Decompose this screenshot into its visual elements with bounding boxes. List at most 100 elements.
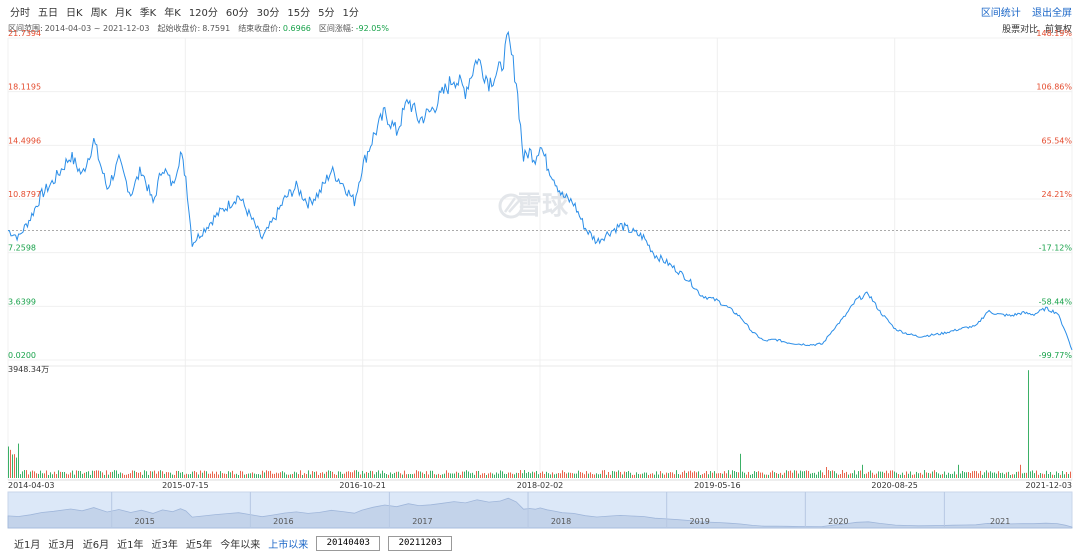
volume-bar — [948, 472, 949, 478]
volume-bar — [324, 473, 325, 478]
range-button-1[interactable]: 近3月 — [48, 539, 75, 551]
start-date-input[interactable] — [316, 535, 381, 551]
volume-bar — [882, 471, 883, 478]
volume-bar — [84, 472, 85, 478]
volume-bar — [110, 472, 111, 478]
y-tick-right-2: 65.54% — [1041, 136, 1072, 145]
volume-bar — [514, 474, 515, 478]
period-tab-8[interactable]: 60分 — [225, 7, 249, 19]
volume-bar — [584, 474, 585, 478]
range-button-6[interactable]: 今年以来 — [220, 539, 261, 551]
range-button-2[interactable]: 近6月 — [82, 539, 110, 551]
volume-bar — [606, 474, 607, 478]
volume-bar — [204, 470, 205, 478]
volume-bar — [682, 472, 683, 478]
period-tab-6[interactable]: 年K — [164, 7, 181, 19]
forward-adjust-option[interactable]: 前复权 — [1044, 25, 1072, 35]
period-tab-4[interactable]: 月K — [115, 7, 132, 19]
volume-bar — [136, 472, 137, 478]
volume-bar — [562, 470, 563, 478]
volume-bar — [432, 470, 433, 478]
range-button-5[interactable]: 近5年 — [185, 539, 213, 551]
volume-bar — [430, 470, 431, 478]
period-tab-1[interactable]: 五日 — [38, 7, 58, 19]
volume-bar — [840, 474, 841, 478]
period-tab-9[interactable]: 30分 — [256, 7, 280, 19]
volume-bar — [180, 472, 181, 478]
y-tick-left-5: 3.6399 — [8, 297, 36, 306]
volume-bar — [922, 474, 923, 478]
volume-bar — [984, 472, 985, 478]
volume-bar — [412, 474, 413, 478]
volume-bar — [78, 470, 79, 478]
volume-bar — [630, 472, 631, 478]
volume-bar — [52, 474, 53, 478]
volume-bar — [158, 471, 159, 478]
period-tab-12[interactable]: 1分 — [342, 7, 359, 19]
volume-bar — [496, 472, 497, 478]
volume-bar — [538, 474, 539, 478]
period-tab-10[interactable]: 15分 — [287, 7, 311, 19]
range-button-0[interactable]: 近1月 — [14, 539, 41, 551]
volume-bar — [1064, 474, 1065, 478]
range-label: 区间范围: — [8, 23, 43, 33]
volume-bar — [264, 472, 265, 478]
volume-bar — [464, 471, 465, 478]
volume-bar — [646, 472, 647, 478]
range-navigator[interactable]: 2015 2016 2017 2018 2019 2020 2021 — [7, 491, 1073, 529]
volume-bar — [880, 471, 881, 478]
volume-bar — [270, 470, 271, 478]
range-button-4[interactable]: 近3年 — [151, 539, 178, 551]
volume-bar — [234, 474, 235, 478]
volume-bar — [708, 474, 709, 478]
volume-bar — [962, 470, 963, 478]
volume-bar — [620, 471, 621, 478]
period-tab-0[interactable]: 分时 — [10, 7, 30, 19]
volume-bar — [456, 471, 457, 478]
period-tab-2[interactable]: 日K — [66, 7, 83, 19]
volume-bar — [580, 472, 581, 478]
start-close-value: 8.7591 — [202, 23, 231, 33]
stock-compare-option[interactable]: 股票对比 — [1002, 25, 1039, 35]
volume-bar — [396, 471, 397, 478]
volume-bar — [740, 453, 741, 478]
navigator-year-label-4: 2019 — [690, 517, 710, 526]
interval-stats-link[interactable]: 区间统计 — [980, 8, 1021, 19]
volume-bar — [348, 471, 349, 478]
exit-fullscreen-link[interactable]: 退出全屏 — [1032, 8, 1072, 19]
volume-bar — [216, 471, 217, 478]
period-tab-3[interactable]: 周K — [90, 7, 108, 19]
volume-bar — [728, 470, 729, 478]
range-button-7[interactable]: 上市以来 — [268, 539, 309, 551]
volume-bar — [938, 473, 939, 478]
price-series-line — [7, 30, 1073, 351]
end-date-input[interactable] — [388, 535, 453, 551]
volume-bar — [154, 470, 155, 478]
volume-bar — [884, 472, 885, 478]
volume-bar — [58, 470, 59, 478]
volume-bar — [266, 470, 267, 478]
volume-bar — [476, 471, 477, 478]
x-tick-label-6: 2021-12-03 — [1026, 481, 1073, 490]
volume-bar — [30, 471, 31, 478]
volume-bar — [988, 472, 989, 478]
volume-bar — [362, 470, 363, 478]
period-tab-11[interactable]: 5分 — [318, 7, 335, 19]
volume-bar — [82, 473, 83, 478]
volume-bar — [808, 470, 809, 478]
volume-bar — [472, 472, 473, 478]
period-tab-5[interactable]: 季K — [139, 7, 157, 19]
volume-bar — [146, 471, 147, 478]
period-tab-7[interactable]: 120分 — [188, 7, 218, 19]
volume-bar — [1004, 474, 1005, 478]
range-button-3[interactable]: 近1年 — [117, 539, 144, 551]
volume-bar — [548, 473, 549, 478]
volume-bar — [996, 473, 997, 478]
volume-bar — [958, 464, 959, 478]
navigator-year-label-3: 2018 — [551, 517, 571, 526]
watermark: 雪球 — [516, 191, 569, 221]
volume-bar — [588, 473, 589, 478]
volume-bar — [302, 474, 303, 478]
volume-bar — [338, 471, 339, 478]
